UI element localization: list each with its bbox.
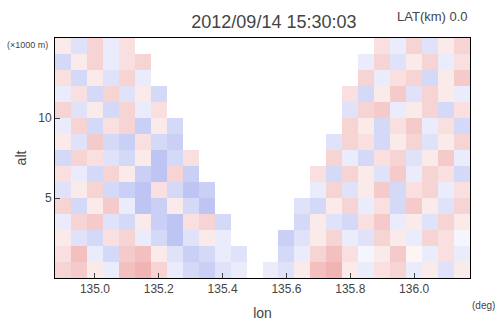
svg-text:10: 10 [38, 111, 52, 125]
svg-text:LAT(km) 0.0: LAT(km) 0.0 [397, 9, 468, 24]
svg-text:5: 5 [45, 191, 52, 205]
svg-text:135.8: 135.8 [335, 282, 365, 296]
svg-text:(×1000 m): (×1000 m) [7, 40, 48, 50]
svg-text:136.0: 136.0 [399, 282, 429, 296]
svg-text:(deg): (deg) [472, 300, 495, 311]
svg-text:2012/09/14 15:30:03: 2012/09/14 15:30:03 [191, 12, 356, 32]
svg-text:135.6: 135.6 [271, 282, 301, 296]
svg-text:135.0: 135.0 [80, 282, 110, 296]
svg-text:135.4: 135.4 [208, 282, 238, 296]
svg-text:alt: alt [13, 151, 29, 166]
svg-text:135.2: 135.2 [144, 282, 174, 296]
svg-text:lon: lon [253, 305, 272, 321]
